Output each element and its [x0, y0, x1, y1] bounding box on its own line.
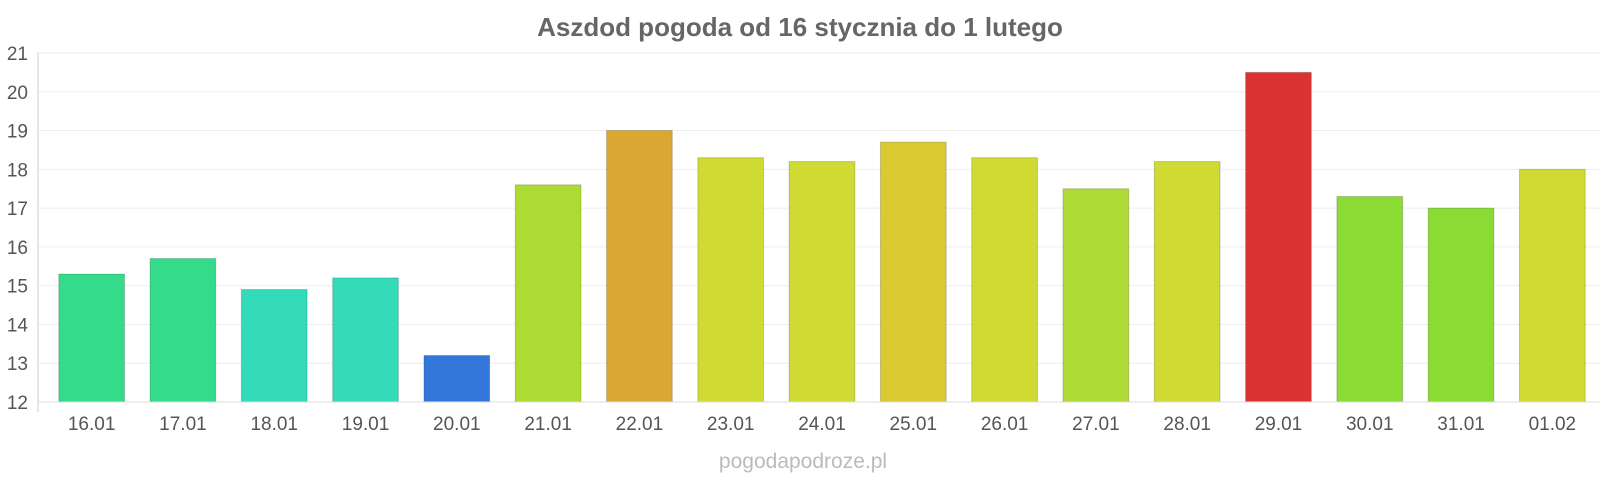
bar	[240, 289, 308, 403]
bar	[1245, 71, 1312, 403]
bars	[58, 71, 1586, 403]
bar	[1062, 188, 1130, 403]
x-tick-label: 22.01	[616, 414, 664, 435]
bar	[149, 258, 217, 403]
x-tick-label: 28.01	[1163, 414, 1211, 435]
bar	[697, 157, 765, 403]
x-tick-label: 26.01	[981, 414, 1029, 435]
x-tick-label: 29.01	[1255, 414, 1303, 435]
bar	[788, 161, 856, 403]
bar	[514, 184, 582, 403]
x-tick-label: 21.01	[524, 414, 572, 435]
y-tick-label: 21	[7, 44, 28, 65]
watermark: pogodapodroze.pl	[719, 450, 887, 473]
bar	[1518, 168, 1586, 403]
x-tick-label: 01.02	[1529, 414, 1577, 435]
x-tick-label: 25.01	[890, 414, 938, 435]
x-tick-label: 19.01	[342, 414, 390, 435]
y-tick-label: 19	[7, 122, 28, 143]
bar	[423, 354, 491, 403]
y-tick-label: 16	[7, 238, 28, 259]
bar	[332, 277, 399, 403]
x-axis: 16.01 17.01 18.01 19.01 20.01 21.01 22.01 23.01…	[68, 414, 1576, 435]
bar	[58, 273, 126, 403]
y-tick-label: 20	[7, 83, 28, 104]
x-tick-label: 16.01	[68, 414, 116, 435]
chart-title: Aszdod pogoda od 16 stycznia do 1 lutego	[537, 12, 1063, 42]
x-tick-label: 27.01	[1072, 414, 1120, 435]
y-tick-label: 15	[7, 277, 28, 298]
y-tick-label: 12	[7, 393, 28, 414]
y-axis: 12 13 14 15 16 17 18 19 20 21	[7, 44, 1600, 414]
x-tick-label: 20.01	[433, 414, 481, 435]
x-tick-label: 17.01	[159, 414, 207, 435]
y-tick-label: 17	[7, 199, 28, 220]
bar	[971, 157, 1038, 403]
x-tick-label: 24.01	[798, 414, 846, 435]
x-tick-label: 23.01	[707, 414, 755, 435]
bar	[879, 141, 947, 403]
bar	[1153, 161, 1221, 403]
y-tick-label: 14	[7, 315, 29, 336]
bar	[606, 130, 673, 403]
bar	[1427, 207, 1495, 403]
bar	[1336, 195, 1404, 403]
y-tick-label: 18	[7, 160, 28, 181]
x-tick-label: 30.01	[1346, 414, 1394, 435]
x-tick-label: 18.01	[250, 414, 298, 435]
y-tick-label: 13	[7, 354, 28, 375]
x-tick-label: 31.01	[1437, 414, 1485, 435]
